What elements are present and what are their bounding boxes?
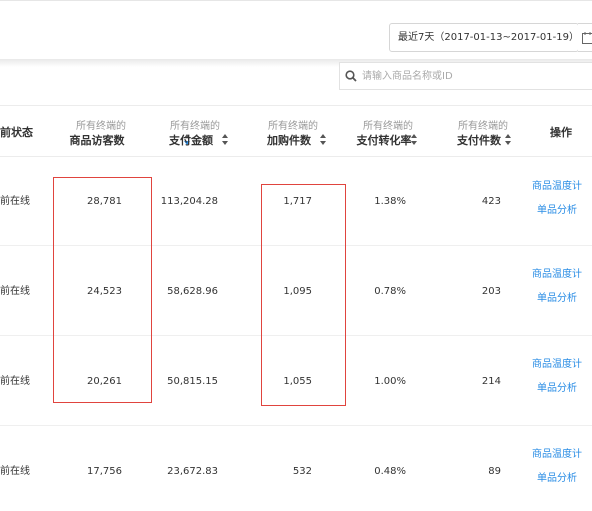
row-pay-amount: 23,672.83	[167, 466, 218, 477]
calendar-button[interactable]	[578, 23, 592, 52]
table-row: 前在线 17,756 23,672.83 532 0.48% 89 商品温度计 …	[0, 427, 592, 511]
search-box[interactable]	[339, 62, 592, 90]
col-cart-header[interactable]: 所有终端的 加购件数	[250, 106, 336, 156]
row-pay-items: 423	[481, 196, 501, 207]
sort-icon[interactable]	[320, 134, 326, 146]
row-ops: 商品温度计 单品分析	[522, 247, 592, 336]
row-pay-amount: 58,628.96	[167, 286, 218, 297]
section-shadow	[0, 59, 592, 67]
table-row: 前在线 24,523 58,628.96 1,095 0.78% 203 商品温…	[0, 247, 592, 336]
product-thermometer-link[interactable]: 商品温度计	[532, 359, 582, 370]
col-visitors-label-top: 所有终端的	[76, 121, 126, 132]
row-pay-amount: 50,815.15	[167, 376, 218, 387]
row-ops: 商品温度计 单品分析	[522, 157, 592, 246]
row-cart: 1,055	[283, 376, 312, 387]
search-icon	[345, 70, 357, 82]
product-thermometer-link[interactable]: 商品温度计	[532, 269, 582, 280]
col-ops-header: 操作	[530, 106, 592, 156]
col-cart-label-top: 所有终端的	[268, 121, 318, 132]
row-pay-items: 214	[481, 376, 501, 387]
col-cart-label: 加购件数	[267, 134, 311, 147]
sort-icon[interactable]	[184, 134, 190, 146]
row-visitors: 20,261	[87, 376, 122, 387]
row-conversion: 0.48%	[374, 466, 406, 477]
col-status-label: 前状态	[0, 126, 33, 139]
table-header: 前状态 所有终端的 商品访客数 所有终端的 支付金额 所有终端的 加购件数 所有…	[0, 105, 592, 157]
row-conversion: 1.00%	[374, 376, 406, 387]
calendar-icon	[582, 32, 592, 44]
row-ops: 商品温度计 单品分析	[522, 427, 592, 511]
item-analysis-link[interactable]: 单品分析	[537, 293, 577, 304]
col-pay-amount-label-top: 所有终端的	[170, 121, 220, 132]
product-thermometer-link[interactable]: 商品温度计	[532, 449, 582, 460]
row-pay-amount: 113,204.28	[160, 196, 218, 207]
item-analysis-link[interactable]: 单品分析	[537, 473, 577, 484]
row-status: 前在线	[0, 376, 30, 387]
date-range-selector[interactable]: 最近7天（2017-01-13~2017-01-19）	[389, 23, 579, 52]
item-analysis-link[interactable]: 单品分析	[537, 383, 577, 394]
row-status: 前在线	[0, 286, 30, 297]
col-pay-amount-header[interactable]: 所有终端的 支付金额	[152, 106, 238, 156]
row-visitors: 24,523	[87, 286, 122, 297]
row-cart: 1,095	[283, 286, 312, 297]
product-thermometer-link[interactable]: 商品温度计	[532, 181, 582, 192]
row-cart: 1,717	[283, 196, 312, 207]
row-status: 前在线	[0, 196, 30, 207]
col-ops-label: 操作	[550, 126, 572, 139]
col-pay-items-label: 支付件数	[457, 134, 501, 147]
row-pay-items: 203	[481, 286, 501, 297]
table-row: 前在线 28,781 113,204.28 1,717 1.38% 423 商品…	[0, 157, 592, 246]
col-conversion-header[interactable]: 所有终端的 支付转化率	[345, 106, 431, 156]
row-visitors: 28,781	[87, 196, 122, 207]
col-conversion-label-top: 所有终端的	[363, 121, 413, 132]
row-visitors: 17,756	[87, 466, 122, 477]
col-pay-items-label-top: 所有终端的	[458, 121, 508, 132]
sort-icon[interactable]	[222, 134, 228, 146]
col-status-header: 前状态	[0, 106, 40, 156]
row-cart: 532	[292, 466, 312, 477]
search-input[interactable]	[362, 67, 582, 85]
sort-icon[interactable]	[505, 134, 511, 146]
col-conversion-label: 支付转化率	[356, 134, 412, 147]
item-analysis-link[interactable]: 单品分析	[537, 205, 577, 216]
col-visitors-header[interactable]: 所有终端的 商品访客数	[58, 106, 190, 156]
row-conversion: 0.78%	[374, 286, 406, 297]
row-conversion: 1.38%	[374, 196, 406, 207]
table-row: 前在线 20,261 50,815.15 1,055 1.00% 214 商品温…	[0, 337, 592, 426]
col-pay-items-header[interactable]: 所有终端的 支付件数	[440, 106, 526, 156]
top-divider	[0, 0, 592, 1]
row-ops: 商品温度计 单品分析	[522, 337, 592, 426]
filter-bar: 最近7天（2017-01-13~2017-01-19）	[0, 0, 592, 60]
col-visitors-label: 商品访客数	[69, 134, 125, 147]
col-pay-amount-label: 支付金额	[169, 134, 213, 147]
row-pay-items: 89	[488, 466, 501, 477]
sort-icon[interactable]	[411, 134, 417, 146]
row-status: 前在线	[0, 466, 30, 477]
